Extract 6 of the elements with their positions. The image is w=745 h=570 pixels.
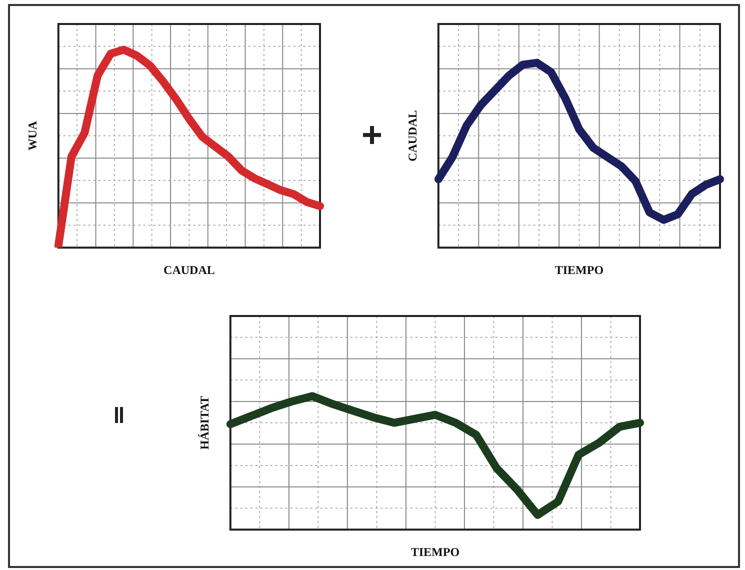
y-axis-title: CAUDAL	[405, 110, 420, 162]
x-axis-title: TIEMPO	[410, 544, 460, 559]
x-axis-title: TIEMPO	[554, 262, 604, 277]
y-axis-title: WUA	[25, 120, 40, 150]
x-axis-title: CAUDAL	[164, 262, 215, 277]
y-axis-title: HÁBITAT	[197, 396, 212, 450]
